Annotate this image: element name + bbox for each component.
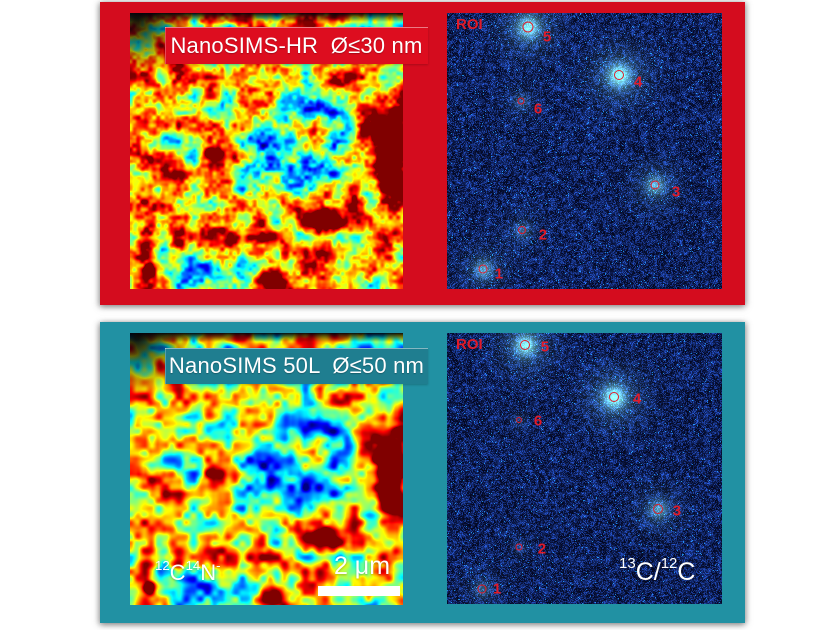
roi-number-1: 1 [492, 580, 502, 598]
roi-number-5: 5 [540, 338, 550, 356]
hr-ion-map-image: NanoSIMS-HR Ø≤30 nm [130, 13, 428, 289]
scale-bar [318, 586, 400, 596]
roi-circle-1 [478, 264, 488, 274]
l50-title: NanoSIMS 50L Ø≤50 nm [168, 353, 425, 378]
roi-circle-4 [608, 391, 619, 402]
hr-roi-marker-layer: 1 2 3 4 5 6 [447, 13, 722, 289]
hr-roi-tag: ROI [456, 16, 483, 33]
roi-number-6: 6 [533, 100, 543, 118]
isotope-text: C [677, 558, 696, 586]
roi-circle-2 [515, 543, 523, 551]
isotope-superscript: 12 [155, 557, 170, 573]
scale-bar-label: 2 μm [333, 552, 391, 580]
hr-ratio-map-canvas [447, 13, 722, 289]
roi-circle-1 [477, 584, 487, 594]
ion-species-label: 12C14N- [155, 557, 221, 586]
roi-number-4: 4 [633, 73, 643, 91]
hr-ratio-map-image: ROI 1 2 3 4 5 6 [447, 13, 722, 289]
roi-circle-5 [520, 339, 531, 350]
roi-number-6: 6 [533, 412, 543, 430]
hr-title-box: NanoSIMS-HR Ø≤30 nm [165, 27, 428, 64]
hr-title: NanoSIMS-HR Ø≤30 nm [170, 32, 423, 58]
roi-number-3: 3 [672, 502, 682, 520]
l50-ion-map-image: NanoSIMS 50L Ø≤50 nm 12C14N- 2 μm [130, 333, 428, 605]
isotope-text: C/ [635, 558, 661, 586]
l50-roi-tag: ROI [456, 336, 483, 353]
roi-number-2: 2 [538, 226, 548, 244]
roi-circle-3 [650, 180, 660, 190]
isotope-superscript: 14 [185, 557, 201, 573]
roi-circle-5 [522, 21, 534, 33]
l50-title-box: NanoSIMS 50L Ø≤50 nm [165, 348, 428, 384]
roi-number-4: 4 [632, 390, 642, 408]
roi-circle-6 [516, 416, 523, 423]
roi-number-5: 5 [542, 28, 552, 46]
l50-ratio-map-canvas [447, 333, 722, 604]
roi-circle-6 [517, 97, 525, 105]
isotope-text: C [169, 560, 186, 585]
isotope-text: N [200, 560, 217, 585]
roi-number-3: 3 [671, 183, 681, 201]
roi-number-2: 2 [537, 540, 547, 558]
panel-nanosims-hr: NanoSIMS-HR Ø≤30 nm ROI 1 2 3 4 5 6 [100, 2, 745, 305]
roi-number-1: 1 [494, 265, 504, 283]
isotope-ratio-label: 13C/12C [619, 555, 696, 587]
roi-circle-4 [613, 70, 624, 81]
roi-circle-2 [518, 225, 527, 234]
isotope-superscript: 12 [660, 555, 678, 573]
isotope-superscript: 13 [619, 555, 636, 573]
isotope-superscript: - [216, 557, 221, 573]
roi-circle-3 [652, 504, 663, 515]
